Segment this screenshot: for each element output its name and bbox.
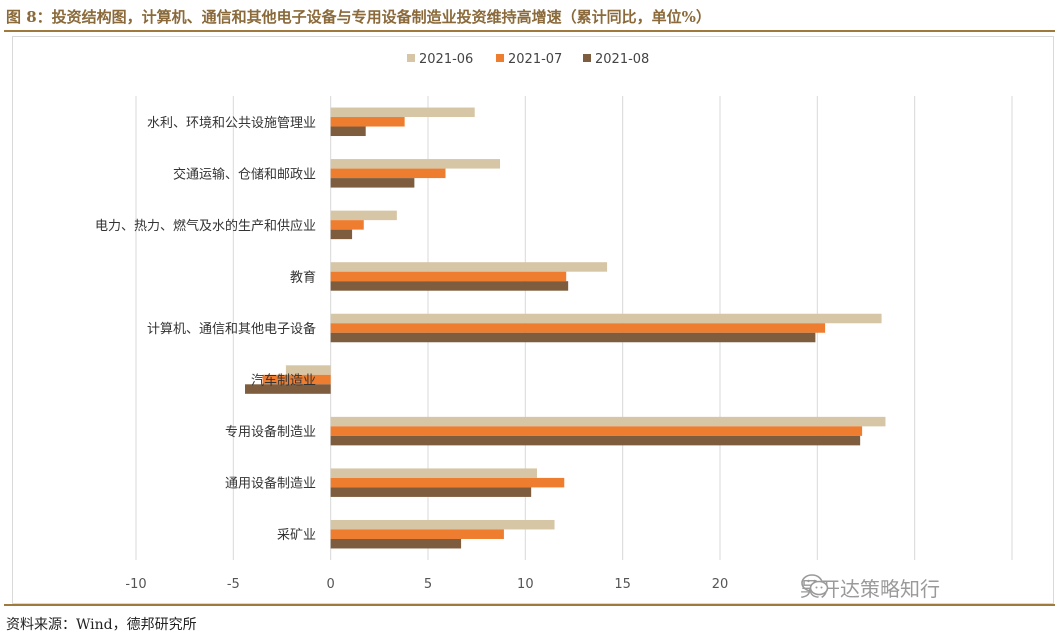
x-tick-label: 10	[517, 577, 534, 592]
bar	[330, 323, 826, 333]
legend-swatch	[583, 54, 591, 62]
bar	[245, 384, 331, 394]
bar	[330, 159, 501, 169]
bar	[330, 220, 364, 230]
bottom-rule	[4, 604, 1055, 606]
bar	[330, 477, 565, 488]
bar	[330, 229, 353, 240]
x-tick-label: 15	[614, 577, 631, 592]
category-label: 专用设备制造业	[225, 424, 316, 440]
bar	[330, 271, 567, 282]
bar	[330, 416, 886, 427]
source-note: 资料来源：Wind，德邦研究所	[6, 617, 197, 633]
top-rule	[4, 30, 1055, 32]
category-label: 交通运输、仓储和邮政业	[173, 166, 316, 182]
legend-label: 2021-06	[419, 52, 473, 67]
bar	[330, 529, 504, 539]
bar	[330, 210, 397, 221]
bar	[330, 487, 532, 497]
category-label: 教育	[290, 269, 316, 285]
x-axis-ticks: -10 -5 0 5 10 15 20	[125, 577, 728, 592]
bar	[330, 435, 861, 446]
bar	[330, 538, 462, 549]
legend-label: 2021-08	[595, 52, 649, 67]
legend: 2021-06 2021-07 2021-08	[407, 52, 649, 67]
bar	[330, 168, 446, 179]
bar	[330, 107, 475, 118]
category-label: 电力、热力、燃气及水的生产和供应业	[95, 218, 316, 234]
x-tick-label: 20	[712, 577, 729, 592]
bar	[330, 332, 816, 343]
x-tick-label: -5	[227, 577, 240, 592]
category-label: 汽车制造业	[251, 373, 316, 389]
category-label: 计算机、通信和其他电子设备	[147, 321, 316, 337]
x-tick-label: 0	[327, 577, 335, 592]
bar	[330, 313, 882, 324]
bar	[330, 178, 415, 188]
bar	[330, 262, 608, 272]
watermark: 吴开达策略知行	[800, 572, 940, 602]
wechat-icon	[801, 574, 829, 596]
bar	[330, 468, 538, 478]
bar	[330, 117, 405, 127]
bar	[330, 281, 569, 291]
bar	[330, 519, 555, 530]
bar	[262, 374, 331, 385]
category-label: 水利、环境和公共设施管理业	[147, 116, 316, 131]
legend-swatch	[407, 54, 415, 62]
bars	[245, 107, 886, 549]
bar	[330, 426, 863, 436]
bar	[330, 126, 366, 137]
x-tick-label: 5	[424, 577, 432, 592]
bar	[285, 365, 331, 375]
figure-title: 图 8：投资结构图，计算机、通信和其他电子设备与专用设备制造业投资维持高增速（累…	[6, 8, 711, 26]
category-label: 采矿业	[277, 528, 316, 543]
category-label: 通用设备制造业	[225, 476, 316, 492]
category-labels: 水利、环境和公共设施管理业交通运输、仓储和邮政业电力、热力、燃气及水的生产和供应…	[95, 116, 316, 543]
x-tick-label: -10	[125, 577, 146, 592]
legend-swatch	[496, 54, 504, 62]
legend-label: 2021-07	[508, 52, 562, 67]
